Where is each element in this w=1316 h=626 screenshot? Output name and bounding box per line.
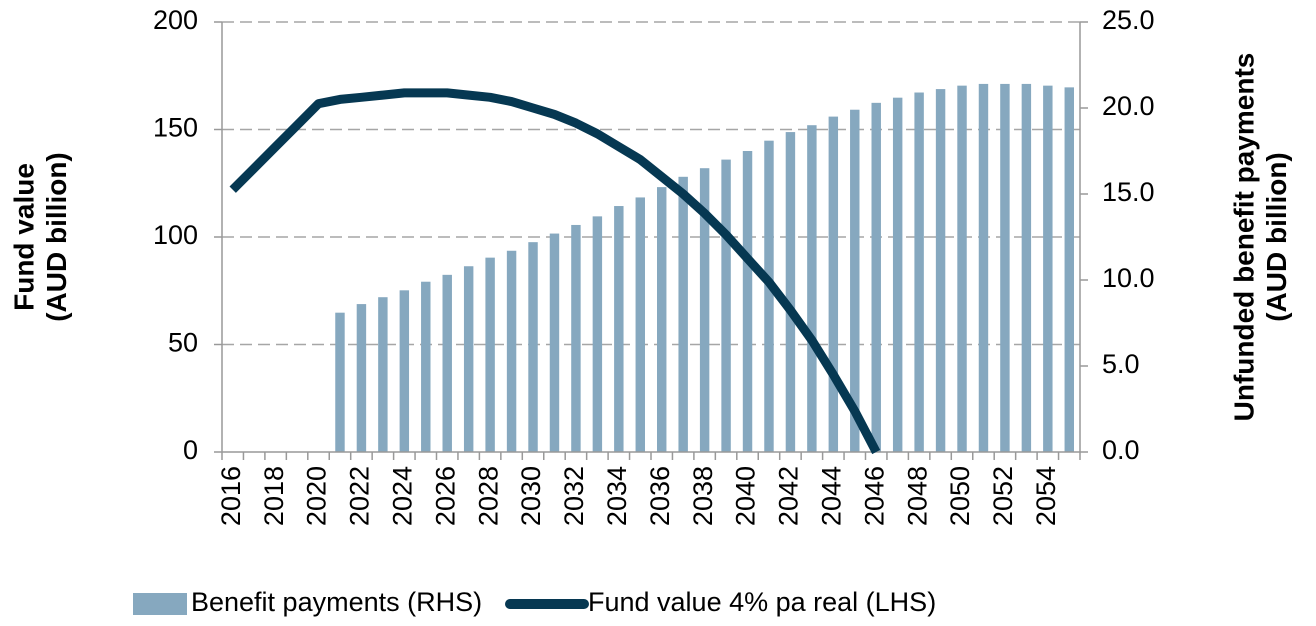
x-tick-label: 2022: [345, 466, 375, 526]
bar: [935, 89, 946, 452]
bar: [356, 304, 367, 452]
bar: [828, 116, 839, 452]
y-axis-title: Fund value(AUD billion): [9, 152, 72, 322]
y2-tick-label: 25.0: [1102, 5, 1155, 35]
x-tick-label: 2016: [216, 466, 246, 526]
bar: [785, 132, 796, 452]
y-tick-label: 100: [153, 220, 198, 250]
y2-axis-title: Unfunded benefit payments(AUD billion): [1229, 53, 1292, 422]
bar: [1064, 87, 1074, 453]
bar: [1021, 83, 1032, 453]
y-tick-label: 50: [168, 328, 198, 358]
bar: [850, 109, 860, 452]
bar: [699, 168, 710, 452]
bar: [1043, 85, 1053, 452]
x-tick-label: 2050: [945, 466, 975, 526]
bar: [892, 97, 903, 453]
x-tick-label: 2026: [430, 466, 460, 526]
x-tick-label: 2036: [645, 466, 675, 526]
bar: [592, 216, 603, 452]
bar: [614, 206, 624, 452]
bar: [957, 85, 967, 452]
bar: [807, 125, 817, 452]
bar: [914, 92, 924, 453]
y-tick-label: 0: [183, 435, 198, 465]
y2-tick-label: 0.0: [1102, 435, 1140, 465]
bar: [571, 224, 581, 452]
bar: [549, 233, 560, 452]
y2-tick-label: 15.0: [1102, 177, 1155, 207]
legend-swatch: [133, 593, 187, 615]
x-tick-label: 2024: [387, 466, 417, 526]
x-tick-label: 2032: [559, 466, 589, 526]
bar: [463, 266, 474, 452]
bar: [528, 242, 538, 452]
y2-tick-label: 20.0: [1102, 91, 1155, 121]
bar: [635, 197, 645, 452]
x-tick-label: 2046: [859, 466, 889, 526]
x-tick-label: 2048: [902, 466, 932, 526]
bar: [506, 250, 517, 452]
bar: [678, 176, 688, 453]
x-tick-label: 2052: [988, 466, 1018, 526]
y-tick-label: 150: [153, 113, 198, 143]
x-tick-label: 2034: [602, 466, 632, 526]
bar: [421, 281, 431, 452]
x-tick-label: 2028: [473, 466, 503, 526]
x-tick-label: 2054: [1031, 466, 1061, 526]
x-tick-label: 2038: [688, 466, 718, 526]
bar: [1000, 83, 1010, 453]
x-tick-label: 2030: [516, 466, 546, 526]
bar: [764, 140, 774, 452]
line: [229, 88, 881, 455]
bar: [399, 290, 410, 452]
x-tick-label: 2044: [816, 466, 846, 526]
bar: [485, 257, 495, 452]
legend-label: Benefit payments (RHS): [191, 587, 482, 617]
x-tick-label: 2042: [774, 466, 804, 526]
y-tick-label: 200: [153, 5, 198, 35]
x-tick-label: 2018: [259, 466, 289, 526]
bar: [871, 102, 881, 452]
bar: [657, 187, 667, 452]
bar: [442, 274, 452, 452]
x-tick-label: 2040: [731, 466, 761, 526]
bar: [978, 83, 989, 453]
y2-tick-label: 10.0: [1102, 263, 1155, 293]
bar: [742, 151, 753, 452]
x-tick-label: 2020: [302, 466, 332, 526]
bar: [335, 312, 345, 452]
bar: [721, 159, 731, 452]
bar: [378, 297, 388, 452]
legend-label: Fund value 4% pa real (LHS): [588, 587, 936, 617]
y2-tick-label: 5.0: [1102, 349, 1140, 379]
